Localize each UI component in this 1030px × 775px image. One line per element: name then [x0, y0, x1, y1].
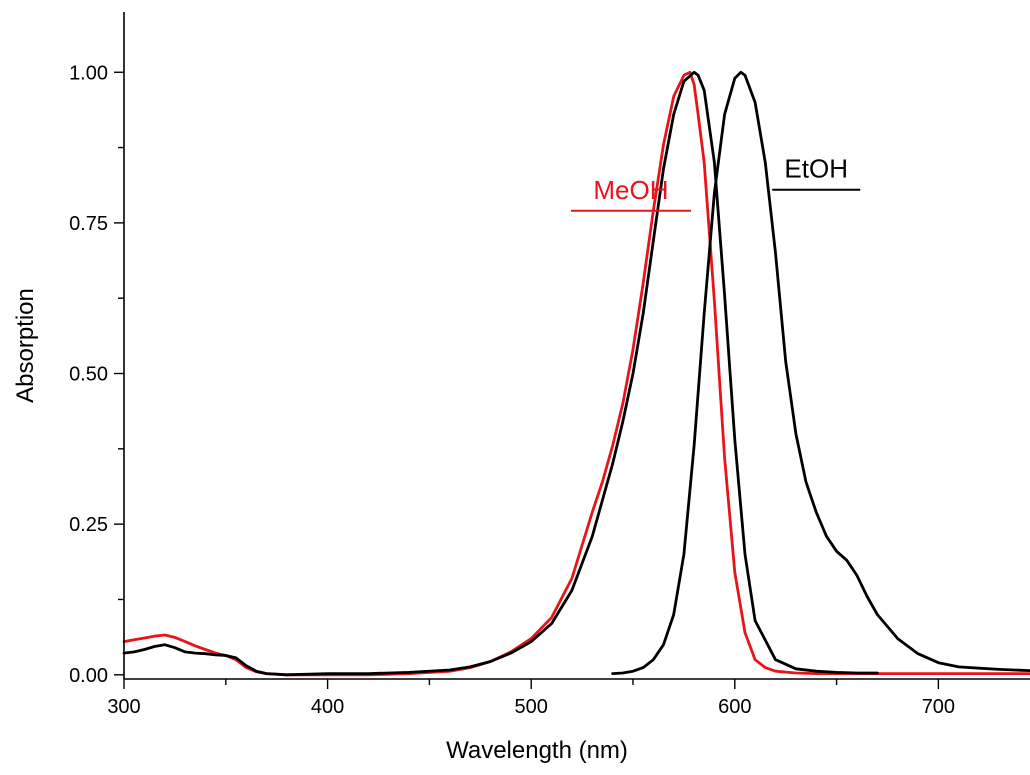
- tick-layer: 300 400 500 600 700 0.00 0.25 0.50 0.75 1.00: [69, 62, 955, 718]
- y-tick-label: 0.75: [69, 213, 108, 235]
- x-tick-label: 500: [515, 696, 548, 718]
- y-tick-label: 0.50: [69, 364, 108, 386]
- y-axis-title: Absorption: [12, 288, 39, 403]
- series-line-2: [122, 70, 879, 677]
- y-tick-label: 0.25: [69, 514, 108, 536]
- series-line-1: [122, 70, 1030, 677]
- series-line-3: [611, 70, 1030, 675]
- annotation-label: MeOH: [593, 175, 668, 205]
- x-tick-label: 300: [107, 696, 140, 718]
- x-tick-label: 600: [718, 696, 751, 718]
- x-axis-title: Wavelength (nm): [446, 737, 628, 764]
- series-layer: [122, 70, 1030, 677]
- x-tick-label: 700: [922, 696, 955, 718]
- annotation-label: EtOH: [784, 154, 848, 184]
- y-tick-label: 1.00: [69, 62, 108, 84]
- y-tick-label: 0.00: [69, 665, 108, 687]
- annotation-layer: MeOH EtOH: [570, 154, 861, 212]
- x-tick-label: 400: [311, 696, 344, 718]
